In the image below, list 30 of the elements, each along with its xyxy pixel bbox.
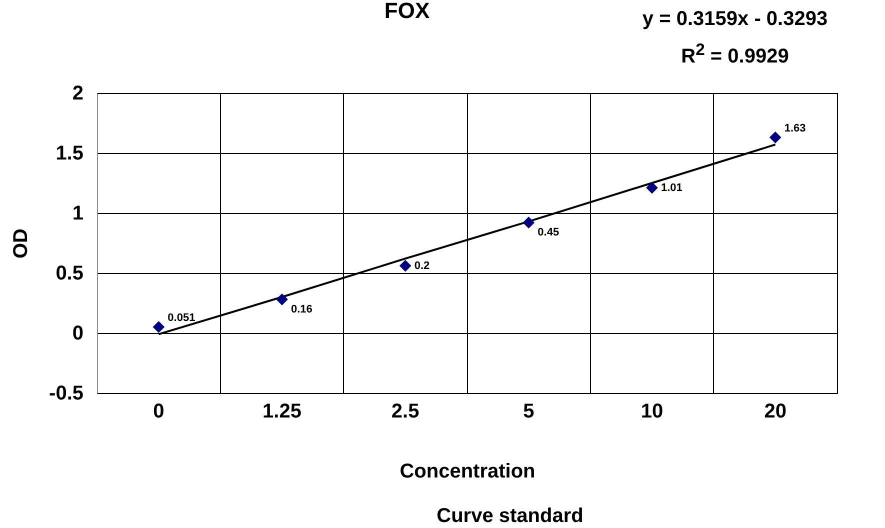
annotation: 0.2 [414,260,430,272]
point [646,182,658,194]
chart-title: FOX [384,0,430,23]
annotation: 0.051 [168,312,196,324]
x-tick-label: 5 [523,400,534,422]
x-tick-label: 20 [764,400,786,422]
x-tick-label: 10 [640,400,664,422]
y-tick-label: 1 [72,202,84,224]
y-tick-label: -0.5 [49,382,84,404]
x-tick-label: 0 [153,400,164,422]
text: R$^{2}$ = 0.9929 [680,40,790,69]
y-axis-title: OD [10,228,32,258]
annotation: 1.63 [784,122,806,134]
annotation: 0.45 [538,226,560,239]
y-tick-label: 0 [72,322,84,344]
point [769,131,782,144]
point [522,216,535,229]
point [399,260,412,272]
point [152,321,165,333]
text: y = 0.3159x - 0.3293 [641,8,829,31]
y-tick-label: 1.5 [56,142,84,164]
point [276,293,288,306]
annotation: 0.16 [291,303,312,316]
x-axis-title: Concentration [400,460,536,482]
x-tick-label: 2.5 [391,400,420,422]
x-tick-label: 1.25 [262,400,302,422]
text: Curve standard [436,505,584,528]
annotation: 1.01 [661,182,682,194]
y-tick-label: 2 [72,82,84,104]
y-tick-label: 0.5 [56,262,84,284]
